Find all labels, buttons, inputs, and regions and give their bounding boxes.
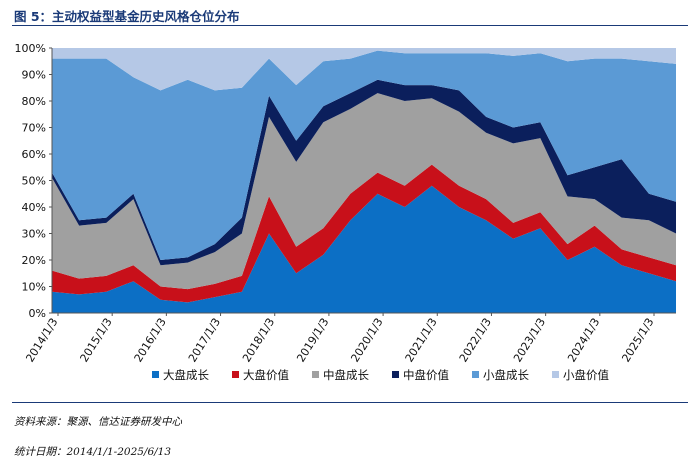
area-series-6 <box>52 48 676 91</box>
x-tick-label: 2017/1/3 <box>186 316 223 365</box>
x-tick-label: 2021/1/3 <box>403 316 440 365</box>
x-tick-label: 2015/1/3 <box>78 316 115 365</box>
x-tick-label: 2019/1/3 <box>294 316 331 365</box>
title-rule <box>12 25 688 26</box>
area-series-1 <box>52 185 676 313</box>
legend-label: 大盘价值 <box>243 368 289 382</box>
chart-title: 图 5：主动权益型基金历史风格仓位分布 <box>14 9 240 24</box>
x-tick-label: 2018/1/3 <box>240 316 277 365</box>
x-tick-label: 2016/1/3 <box>132 316 169 365</box>
legend-swatch <box>392 371 399 378</box>
legend-swatch <box>152 371 159 378</box>
x-tick-label: 2022/1/3 <box>457 316 494 365</box>
stat-date-note: 统计日期：2014/1/1-2025/6/13 <box>14 446 172 458</box>
y-tick-label: 80% <box>22 95 46 108</box>
y-tick-label: 10% <box>22 281 46 294</box>
legend-swatch <box>312 371 319 378</box>
area-series-4 <box>52 79 676 266</box>
area-series-3 <box>52 93 676 290</box>
x-tick-label: 2025/1/3 <box>619 316 656 365</box>
legend-swatch <box>552 371 559 378</box>
y-tick-label: 100% <box>15 42 46 55</box>
legend-label: 小盘价值 <box>563 368 609 382</box>
x-tick-label: 2023/1/3 <box>511 316 548 365</box>
legend-swatch <box>472 371 479 378</box>
legend-label: 中盘成长 <box>323 368 369 382</box>
legend-label: 大盘成长 <box>163 368 209 382</box>
y-tick-label: 60% <box>22 148 46 161</box>
legend-label: 中盘价值 <box>403 368 449 382</box>
y-tick-label: 70% <box>22 122 46 135</box>
legend-swatch <box>232 371 239 378</box>
x-tick-label: 2014/1/3 <box>23 316 60 365</box>
y-tick-label: 20% <box>22 254 46 267</box>
area-series-2 <box>52 164 676 303</box>
legend: 大盘成长 大盘价值 中盘成长 中盘价值 小盘成长 小盘价值 <box>152 368 609 382</box>
x-tick-label: 2024/1/3 <box>565 316 602 365</box>
y-tick-label: 0% <box>29 307 46 320</box>
source-rule <box>12 402 688 403</box>
x-tick-label: 2020/1/3 <box>348 316 385 365</box>
source-note: 资料来源：聚源、信达证券研发中心 <box>14 416 182 428</box>
area-series-5 <box>52 50 676 260</box>
y-tick-label: 40% <box>22 201 46 214</box>
plot-area <box>52 48 676 313</box>
y-tick-label: 50% <box>22 175 46 188</box>
y-tick-label: 90% <box>22 69 46 82</box>
y-tick-label: 30% <box>22 228 46 241</box>
legend-label: 小盘成长 <box>483 368 529 382</box>
